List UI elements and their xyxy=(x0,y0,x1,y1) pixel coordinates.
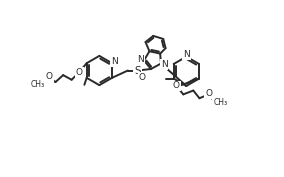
Text: CH₃: CH₃ xyxy=(213,98,227,107)
Text: N: N xyxy=(183,50,190,59)
Text: N: N xyxy=(161,60,167,69)
Text: O: O xyxy=(205,89,212,98)
Text: O: O xyxy=(173,81,180,90)
Text: O: O xyxy=(46,72,53,81)
Text: O: O xyxy=(139,73,146,82)
Text: CH₃: CH₃ xyxy=(31,80,45,89)
Text: N: N xyxy=(137,55,144,64)
Text: N: N xyxy=(111,57,118,66)
Text: S: S xyxy=(135,65,141,76)
Text: O: O xyxy=(76,68,83,77)
